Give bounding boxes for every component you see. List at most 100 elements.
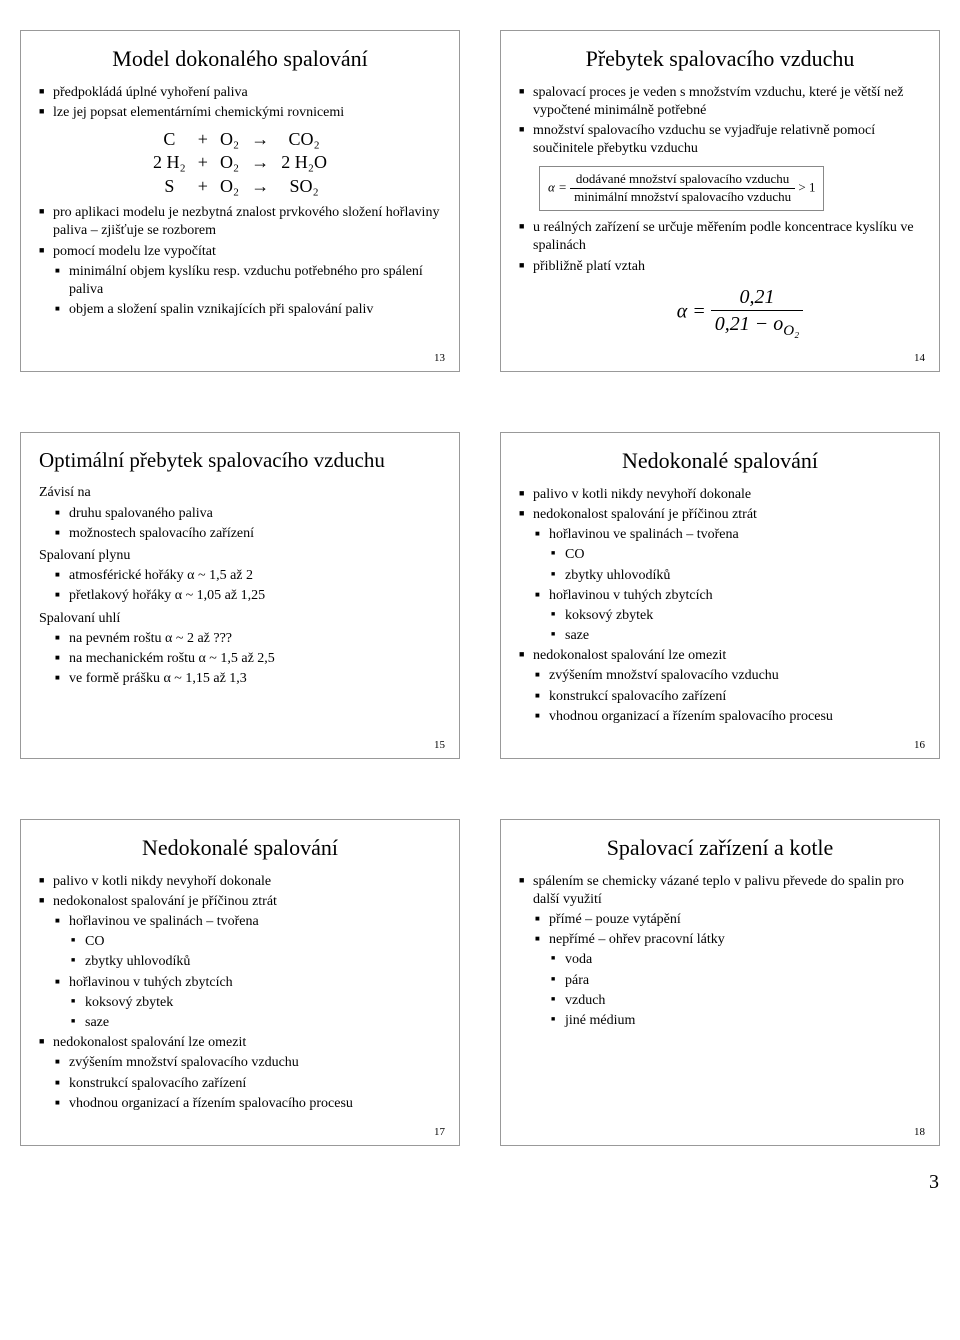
- bullet: konstrukcí spalovacího zařízení: [55, 1075, 441, 1093]
- bullet: zbytky uhlovodíků: [71, 953, 441, 971]
- bullet: CO: [551, 546, 921, 564]
- slide-number: 18: [914, 1125, 925, 1139]
- eq-cell: 2 H₂O: [275, 151, 333, 174]
- slide-number: 14: [914, 351, 925, 365]
- group-label: Spalovaní plynu: [39, 547, 441, 565]
- bullet: vhodnou organizací a řízením spalovacího…: [55, 1095, 441, 1113]
- slide-number: 16: [914, 738, 925, 752]
- eq-cell: +: [192, 128, 214, 151]
- equation-block: C+O₂→CO₂ 2 H₂+O₂→2 H₂O S+O₂→SO₂: [147, 128, 333, 198]
- slide-number: 13: [434, 351, 445, 365]
- bullet: objem a složení spalin vznikajících při …: [55, 301, 441, 319]
- slide-13: Model dokonalého spalování předpokládá ú…: [20, 30, 460, 372]
- eq-cell: C: [147, 128, 192, 151]
- bullet-list: spalovací proces je veden s množstvím vz…: [519, 84, 921, 159]
- formula-den: 0,21 − oO₂: [711, 311, 804, 342]
- bullet: nepřímé – ohřev pracovní látky: [535, 931, 921, 949]
- bullet: lze jej popsat elementárními chemickými …: [39, 104, 441, 122]
- bullet: spalovací proces je veden s množstvím vz…: [519, 84, 921, 120]
- bullet: jiné médium: [551, 1012, 921, 1030]
- bullet: na pevném roštu α ~ 2 až ???: [55, 630, 441, 648]
- alpha-formula: α = 0,21 0,21 − oO₂: [559, 284, 921, 342]
- bullet-list: palivo v kotli nikdy nevyhoří dokonale n…: [519, 486, 921, 726]
- bullet-list: na pevném roštu α ~ 2 až ??? na mechanic…: [39, 630, 441, 689]
- bullet: spálením se chemicky vázané teplo v pali…: [519, 873, 921, 909]
- bullet: nedokonalost spalování lze omezit: [519, 647, 921, 665]
- bullet: hořlavinou ve spalinách – tvořena: [55, 913, 441, 931]
- bullet: možnostech spalovacího zařízení: [55, 525, 441, 543]
- eq-cell: O₂: [214, 175, 245, 198]
- bullet: konstrukcí spalovacího zařízení: [535, 688, 921, 706]
- bullet: nedokonalost spalování je příčinou ztrát: [39, 893, 441, 911]
- bullet: pára: [551, 972, 921, 990]
- page-number: 3: [929, 1169, 939, 1195]
- formula-lhs: α =: [548, 180, 567, 195]
- bullet: vhodnou organizací a řízením spalovacího…: [535, 708, 921, 726]
- slide-title: Nedokonalé spalování: [519, 447, 921, 476]
- eq-cell: +: [192, 175, 214, 198]
- bullet: ve formě prášku α ~ 1,15 až 1,3: [55, 670, 441, 688]
- bullet: saze: [551, 627, 921, 645]
- bullet: minimální objem kyslíku resp. vzduchu po…: [55, 263, 441, 299]
- eq-cell: S: [147, 175, 192, 198]
- bullet: přetlakový hořáky α ~ 1,05 až 1,25: [55, 587, 441, 605]
- bullet: palivo v kotli nikdy nevyhoří dokonale: [519, 486, 921, 504]
- formula-num: 0,21: [711, 284, 804, 311]
- bullet-list: předpokládá úplné vyhoření paliva lze je…: [39, 84, 441, 122]
- formula-den: minimální množství spalovacího vzduchu: [570, 189, 795, 206]
- bullet-list: u reálných zařízení se určuje měřením po…: [519, 219, 921, 276]
- slide-16: Nedokonalé spalování palivo v kotli nikd…: [500, 432, 940, 759]
- eq-cell: O₂: [214, 151, 245, 174]
- bullet: koksový zbytek: [71, 994, 441, 1012]
- eq-cell: 2 H₂: [147, 151, 192, 174]
- group-label: Spalovaní uhlí: [39, 610, 441, 628]
- bullet: voda: [551, 951, 921, 969]
- bullet: nedokonalost spalování je příčinou ztrát: [519, 506, 921, 524]
- formula-num: dodávané množství spalovacího vzduchu: [570, 171, 795, 189]
- bullet: saze: [71, 1014, 441, 1032]
- slide-14: Přebytek spalovacího vzduchu spalovací p…: [500, 30, 940, 372]
- bullet: zbytky uhlovodíků: [551, 567, 921, 585]
- bullet-list: druhu spalovaného paliva možnostech spal…: [39, 505, 441, 543]
- eq-cell: +: [192, 151, 214, 174]
- eq-cell: CO₂: [275, 128, 333, 151]
- bullet-list: spálením se chemicky vázané teplo v pali…: [519, 873, 921, 1031]
- slide-title: Model dokonalého spalování: [39, 45, 441, 74]
- bullet: koksový zbytek: [551, 607, 921, 625]
- slide-title: Přebytek spalovacího vzduchu: [519, 45, 921, 74]
- bullet: hořlavinou ve spalinách – tvořena: [535, 526, 921, 544]
- eq-cell: →: [245, 151, 275, 174]
- bullet: pro aplikaci modelu je nezbytná znalost …: [39, 204, 441, 240]
- bullet: na mechanickém roštu α ~ 1,5 až 2,5: [55, 650, 441, 668]
- slide-number: 17: [434, 1125, 445, 1139]
- bullet: palivo v kotli nikdy nevyhoří dokonale: [39, 873, 441, 891]
- formula-box: α = dodávané množství spalovacího vzduch…: [539, 166, 824, 211]
- bullet: pomocí modelu lze vypočítat: [39, 243, 441, 261]
- bullet: množství spalovacího vzduchu se vyjadřuj…: [519, 122, 921, 158]
- bullet-list: pro aplikaci modelu je nezbytná znalost …: [39, 204, 441, 319]
- slide-number: 15: [434, 738, 445, 752]
- slide-grid: Model dokonalého spalování předpokládá ú…: [20, 30, 940, 1146]
- bullet: hořlavinou v tuhých zbytcích: [55, 974, 441, 992]
- eq-cell: O₂: [214, 128, 245, 151]
- slide-18: Spalovací zařízení a kotle spálením se c…: [500, 819, 940, 1146]
- slide-title: Spalovací zařízení a kotle: [519, 834, 921, 863]
- bullet: nedokonalost spalování lze omezit: [39, 1034, 441, 1052]
- group-label: Závisí na: [39, 484, 441, 502]
- formula-cmp: > 1: [798, 180, 815, 195]
- slide-17: Nedokonalé spalování palivo v kotli nikd…: [20, 819, 460, 1146]
- eq-cell: →: [245, 175, 275, 198]
- bullet: přibližně platí vztah: [519, 258, 921, 276]
- bullet: přímé – pouze vytápění: [535, 911, 921, 929]
- bullet: zvýšením množství spalovacího vzduchu: [55, 1054, 441, 1072]
- slide-15: Optimální přebytek spalovacího vzduchu Z…: [20, 432, 460, 759]
- bullet: zvýšením množství spalovacího vzduchu: [535, 667, 921, 685]
- slide-title: Nedokonalé spalování: [39, 834, 441, 863]
- eq-cell: →: [245, 128, 275, 151]
- bullet: hořlavinou v tuhých zbytcích: [535, 587, 921, 605]
- bullet-list: palivo v kotli nikdy nevyhoří dokonale n…: [39, 873, 441, 1113]
- bullet-list: atmosférické hořáky α ~ 1,5 až 2 přetlak…: [39, 567, 441, 605]
- bullet: druhu spalovaného paliva: [55, 505, 441, 523]
- bullet: CO: [71, 933, 441, 951]
- bullet: vzduch: [551, 992, 921, 1010]
